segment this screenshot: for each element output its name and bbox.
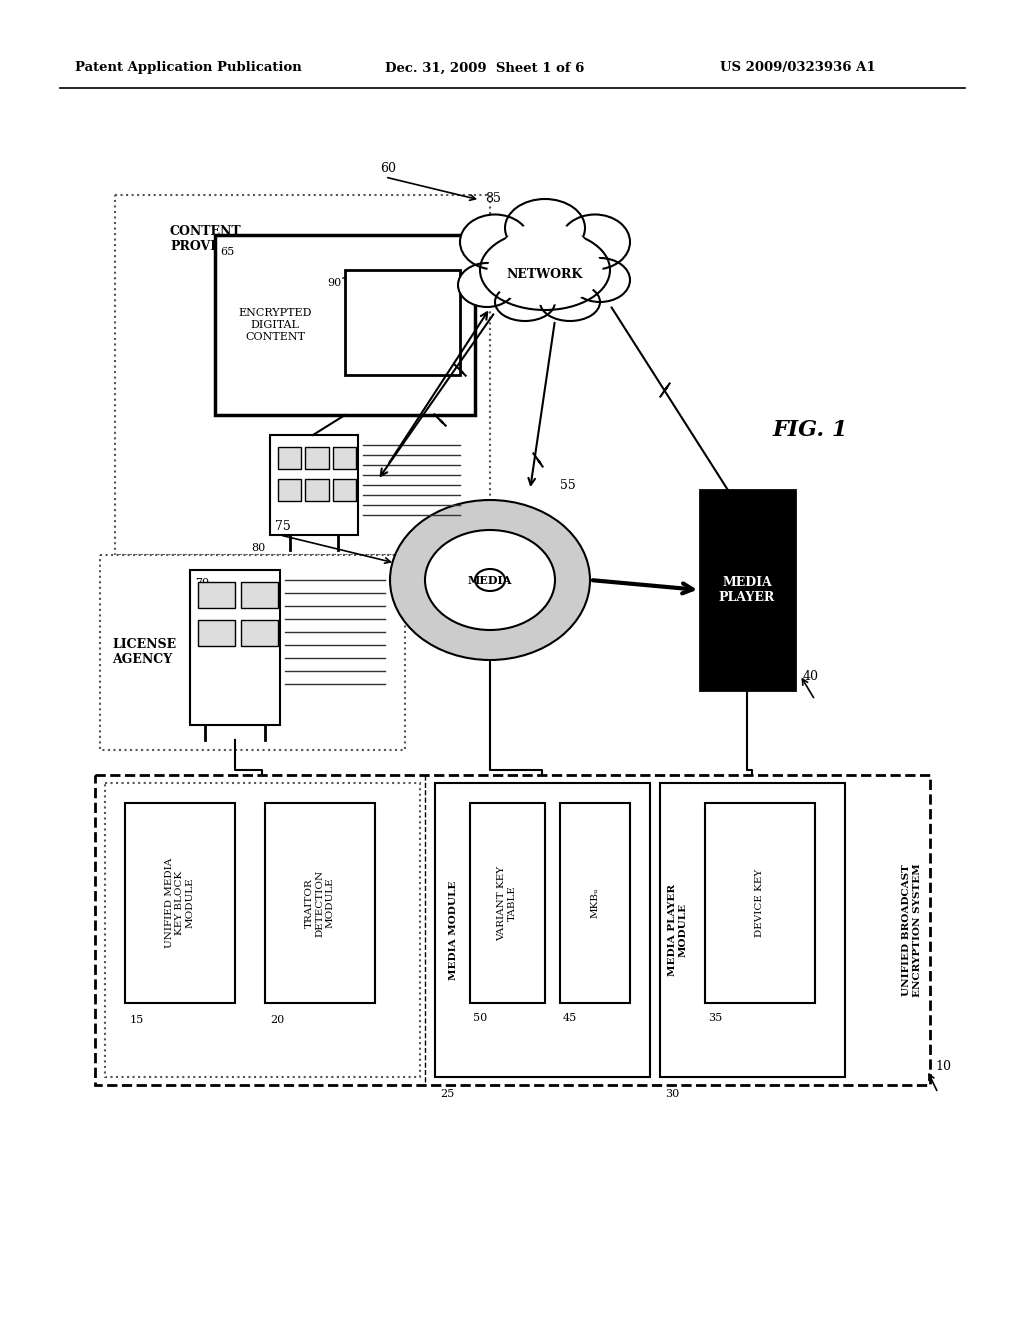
Text: 10: 10 bbox=[935, 1060, 951, 1073]
Bar bbox=[560, 803, 630, 1003]
Bar bbox=[265, 803, 375, 1003]
Bar bbox=[333, 447, 355, 469]
Bar bbox=[333, 479, 355, 502]
Text: FIG. 1: FIG. 1 bbox=[772, 418, 848, 441]
Text: TRAITOR
DETECTION
MODULE: TRAITOR DETECTION MODULE bbox=[305, 870, 335, 937]
Bar bbox=[95, 775, 930, 1085]
Bar bbox=[215, 235, 475, 414]
Text: Dec. 31, 2009  Sheet 1 of 6: Dec. 31, 2009 Sheet 1 of 6 bbox=[385, 62, 585, 74]
Bar bbox=[190, 570, 280, 725]
Text: Patent Application Publication: Patent Application Publication bbox=[75, 62, 302, 74]
Ellipse shape bbox=[390, 500, 590, 660]
Bar bbox=[125, 803, 234, 1003]
Text: 65: 65 bbox=[220, 247, 234, 257]
Bar bbox=[660, 783, 845, 1077]
Ellipse shape bbox=[460, 214, 530, 269]
Bar bbox=[435, 783, 650, 1077]
Ellipse shape bbox=[425, 531, 555, 630]
Bar bbox=[345, 271, 460, 375]
Text: MEDIA PLAYER
MODULE: MEDIA PLAYER MODULE bbox=[669, 884, 688, 975]
Bar bbox=[241, 620, 278, 645]
Text: 30: 30 bbox=[665, 1089, 679, 1100]
Bar bbox=[198, 620, 234, 645]
Bar bbox=[278, 479, 301, 502]
Text: MKBᵤ: MKBᵤ bbox=[591, 888, 599, 919]
Bar bbox=[105, 783, 420, 1077]
Text: ENCRYPTED
DIGITAL
CONTENT: ENCRYPTED DIGITAL CONTENT bbox=[239, 309, 311, 342]
Text: CONTENT
PROVIDER: CONTENT PROVIDER bbox=[170, 224, 247, 253]
Text: 45: 45 bbox=[563, 1012, 578, 1023]
Text: 90: 90 bbox=[328, 279, 342, 288]
Ellipse shape bbox=[475, 569, 505, 591]
Text: TITLE
KEY: TITLE KEY bbox=[382, 308, 422, 337]
Ellipse shape bbox=[487, 235, 602, 305]
Ellipse shape bbox=[458, 263, 516, 308]
Ellipse shape bbox=[495, 282, 555, 321]
Text: 25: 25 bbox=[440, 1089, 455, 1100]
Text: 55: 55 bbox=[560, 479, 575, 492]
Text: US 2009/0323936 A1: US 2009/0323936 A1 bbox=[720, 62, 876, 74]
Text: MEDIA
PLAYER: MEDIA PLAYER bbox=[719, 576, 775, 605]
Text: LICENSE
AGENCY: LICENSE AGENCY bbox=[112, 638, 176, 667]
Bar bbox=[705, 803, 815, 1003]
Bar bbox=[470, 803, 545, 1003]
Ellipse shape bbox=[540, 282, 600, 321]
Text: 85: 85 bbox=[485, 191, 501, 205]
Ellipse shape bbox=[560, 214, 630, 269]
Text: 50: 50 bbox=[473, 1012, 487, 1023]
Text: 70: 70 bbox=[195, 578, 209, 587]
Bar bbox=[305, 479, 329, 502]
Bar bbox=[115, 195, 490, 554]
Text: 40: 40 bbox=[803, 671, 819, 682]
Text: 35: 35 bbox=[708, 1012, 722, 1023]
Text: 15: 15 bbox=[130, 1015, 144, 1026]
Bar bbox=[198, 582, 234, 609]
Text: 60: 60 bbox=[380, 162, 396, 176]
Bar bbox=[270, 436, 357, 535]
Text: 80: 80 bbox=[251, 543, 265, 553]
Text: MEDIA MODULE: MEDIA MODULE bbox=[449, 880, 458, 979]
Text: 75: 75 bbox=[275, 520, 291, 533]
Ellipse shape bbox=[505, 199, 585, 257]
Text: VARIANT KEY
TABLE: VARIANT KEY TABLE bbox=[498, 866, 517, 941]
Bar bbox=[700, 490, 795, 690]
Text: UNIFIED MEDIA
KEY BLOCK
MODULE: UNIFIED MEDIA KEY BLOCK MODULE bbox=[165, 858, 195, 948]
Bar bbox=[278, 447, 301, 469]
Text: NETWORK: NETWORK bbox=[507, 268, 583, 281]
Text: 20: 20 bbox=[270, 1015, 285, 1026]
Ellipse shape bbox=[500, 223, 590, 288]
Bar bbox=[241, 582, 278, 609]
Ellipse shape bbox=[570, 257, 630, 302]
Bar bbox=[100, 554, 406, 750]
Ellipse shape bbox=[480, 230, 610, 310]
Text: DEVICE KEY: DEVICE KEY bbox=[756, 869, 765, 937]
Text: MEDIA: MEDIA bbox=[468, 574, 512, 586]
Text: UNIFIED BROADCAST
ENCRYPTION SYSTEM: UNIFIED BROADCAST ENCRYPTION SYSTEM bbox=[902, 863, 922, 997]
Bar bbox=[305, 447, 329, 469]
